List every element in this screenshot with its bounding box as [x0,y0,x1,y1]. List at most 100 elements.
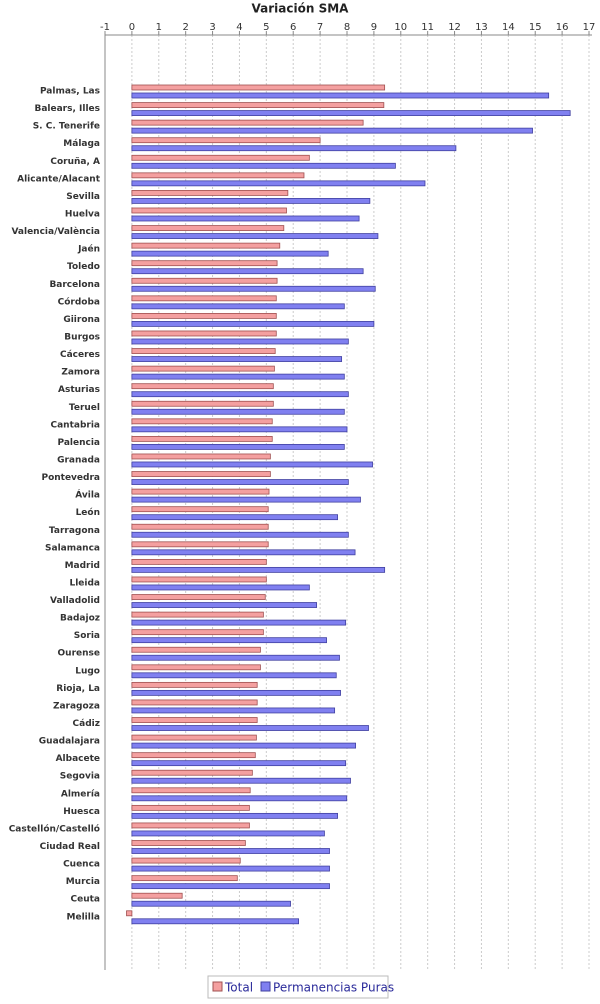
bar [131,664,261,671]
x-tick-label: 6 [290,22,296,33]
x-tick-label: -1 [100,22,110,33]
bar [131,119,364,126]
bar [131,584,310,591]
bar [131,760,347,767]
bar [131,250,329,257]
bar [131,514,338,521]
bar [131,857,241,864]
bar [131,321,375,327]
category-label: Badajoz [60,614,100,624]
category-label: Balears, Illes [34,104,100,114]
category-label: Melilla [67,912,100,922]
x-tick-label: 14 [502,22,515,33]
category-label: Palencia [57,438,100,448]
bar [131,611,264,618]
bar [131,215,360,222]
bar [131,408,345,415]
category-label: Cantabria [51,420,101,430]
category-label: Palmas, Las [40,87,100,97]
bar [131,285,376,292]
bar [131,443,345,450]
bar [131,875,238,882]
bar [131,496,361,503]
legend [207,975,389,999]
bar [131,260,278,267]
bar [131,190,289,196]
bar [131,506,269,513]
bar [131,822,250,829]
bar [131,672,337,679]
bar [131,145,457,152]
category-label: Madrid [65,561,100,571]
x-tick-label: 16 [556,22,569,33]
category-label: Huesca [63,807,100,817]
category-label: Zaragoza [53,701,100,711]
category-label: Coruña, A [50,157,100,167]
category-label: Granada [57,455,100,465]
bar [131,102,385,108]
x-tick-label: 2 [182,22,188,33]
category-label: Burgos [64,332,100,342]
bar [131,717,258,723]
category-label: Lugo [75,666,100,676]
bar [131,769,253,776]
x-tick-label: 11 [421,22,434,33]
bar [131,699,258,706]
category-label: Cáceres [60,350,100,360]
category-label: Segovia [60,772,100,782]
legend-label: Permanencias Puras [273,981,394,995]
category-label: Jaén [77,244,100,255]
bar [131,225,285,231]
bar [131,734,257,741]
bar [131,594,266,600]
chart-title: Variación SMA [252,2,350,16]
bar [131,356,343,362]
x-tick-label: 3 [209,22,215,33]
legend-swatch [212,981,223,992]
category-label: Valencia/València [11,226,100,237]
category-label: Teruel [69,403,100,413]
legend-label: Total [224,981,253,995]
category-label: S. C. Tenerife [33,122,100,132]
bar [131,742,357,749]
bar [131,373,345,380]
bar [131,865,330,872]
bar [131,576,267,583]
x-tick-label: 1 [156,22,162,33]
bar [131,549,356,556]
bar [131,777,351,784]
x-tick-label: 0 [129,22,135,33]
bar [131,654,340,661]
bar [131,435,273,442]
x-tick-label: 12 [448,22,461,33]
category-label: Pontevedra [41,473,100,483]
bar [131,172,305,179]
bar [131,162,396,169]
category-label: Tarragona [49,526,100,536]
category-label: Guadalajara [39,737,100,747]
category-label: Huelva [65,209,100,219]
bar [131,725,369,731]
bar [131,752,256,759]
bar [131,400,274,407]
category-label: Rioja, La [56,684,100,694]
category-label: Lleida [69,578,100,588]
bar [131,426,348,433]
bar [131,812,338,819]
bar [131,127,533,134]
bar [131,268,364,275]
x-tick-label: 9 [371,22,377,33]
bar [131,558,267,565]
category-label: León [76,507,100,518]
bar [131,787,251,794]
bar [131,330,277,337]
bar [131,488,270,495]
category-label: Málaga [63,139,100,149]
bar [131,180,426,187]
bar [131,313,277,319]
x-tick-label: 4 [236,22,242,33]
x-tick-label: 10 [394,22,407,33]
bar [131,629,264,636]
bar [131,303,345,310]
